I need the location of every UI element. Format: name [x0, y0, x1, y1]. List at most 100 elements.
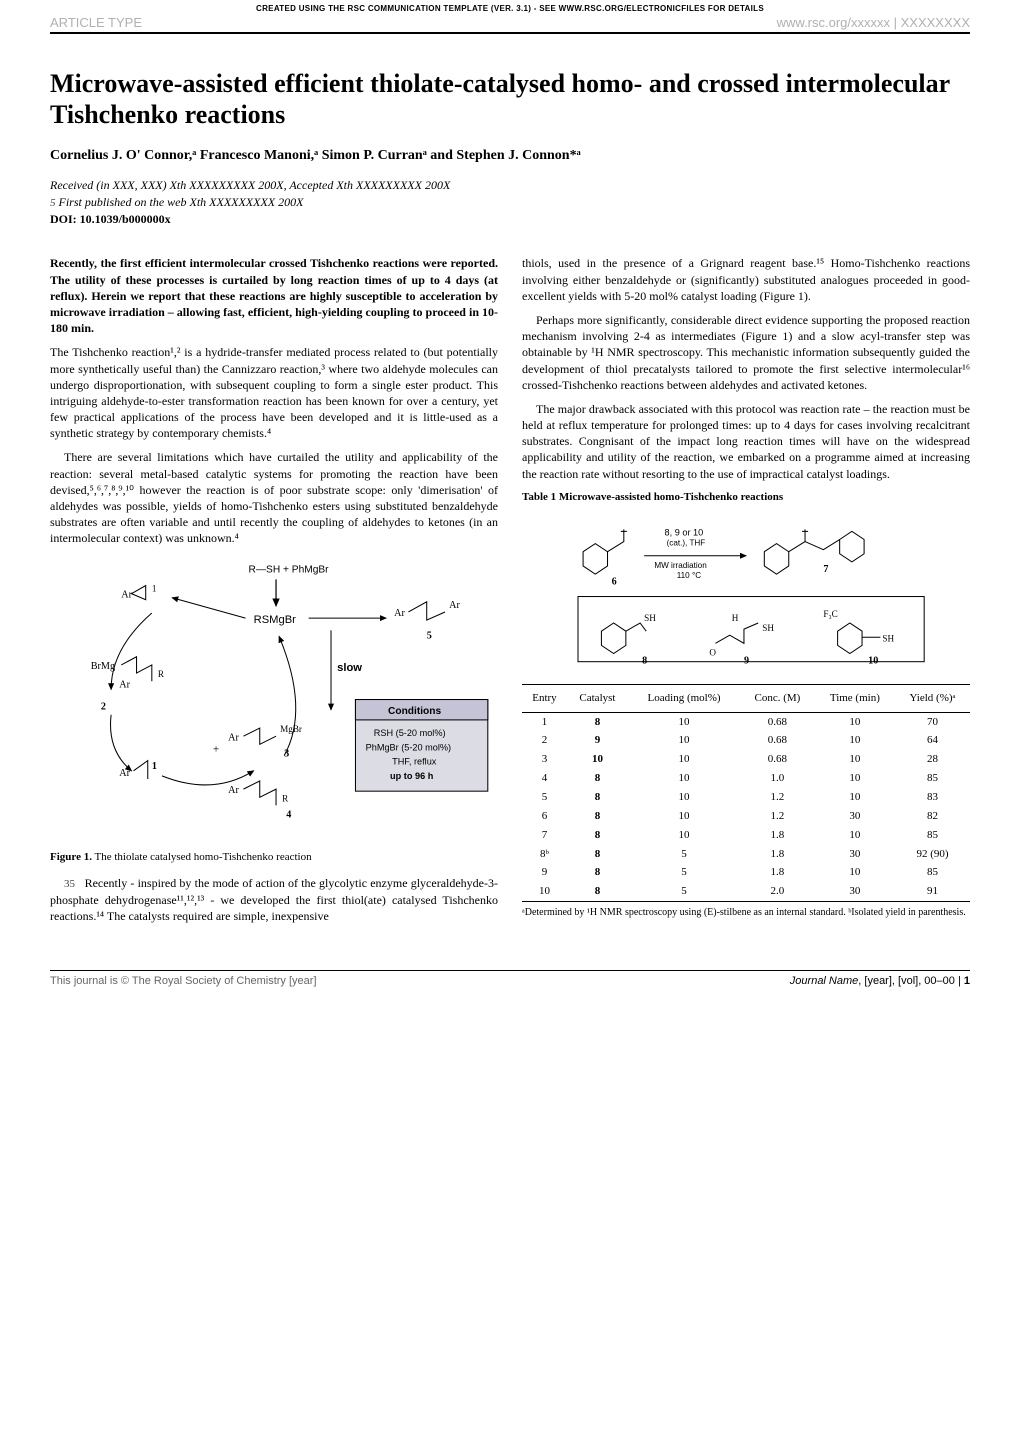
table-1-col-loading: Loading (mol%): [628, 684, 740, 712]
scheme-label-9: 9: [744, 655, 749, 666]
table-cell: 0.68: [740, 712, 815, 731]
fig1-label-4: 4: [286, 809, 291, 820]
scheme-cat: 8, 9 or 10: [665, 527, 704, 537]
scheme-mw2: 110 °C: [677, 571, 701, 580]
table-cell: 82: [895, 807, 970, 826]
table-cell: 10: [815, 712, 895, 731]
fig1-label-1a: 1: [152, 583, 157, 593]
table-cell: 1: [522, 712, 567, 731]
fig1-ar-5b: Ar: [449, 599, 460, 610]
table-cell: 8: [567, 712, 628, 731]
table-row: 310100.681028: [522, 750, 970, 769]
fig1-ar-1: Ar: [121, 589, 132, 600]
table-1-col-entry: Entry: [522, 684, 567, 712]
table-cell: 70: [895, 712, 970, 731]
table-cell: 92 (90): [895, 845, 970, 864]
fig1-ar-4: Ar: [228, 785, 239, 796]
footer-page: 1: [964, 975, 970, 987]
title-block: Microwave-assisted efficient thiolate-ca…: [0, 38, 1020, 235]
table-1-title: Table 1 Microwave-assisted homo-Tishchen…: [522, 490, 970, 505]
footer-rule: [50, 970, 970, 971]
scheme-f3c: F₃C: [823, 609, 837, 619]
table-cell: 64: [895, 731, 970, 750]
table-cell: 10: [628, 750, 740, 769]
table-cell: 2: [522, 731, 567, 750]
table-cell: 10: [628, 807, 740, 826]
fig1-ar-2: Ar: [119, 679, 130, 690]
header-strip: CREATED USING THE RSC COMMUNICATION TEMP…: [0, 0, 1020, 15]
paragraph-1: The Tishchenko reaction¹,² is a hydride-…: [50, 344, 498, 441]
table-cell: 5: [628, 882, 740, 901]
table-cell: 0.68: [740, 731, 815, 750]
table-cell: 10: [628, 788, 740, 807]
table-row: 10852.03091: [522, 882, 970, 901]
fig1-ar-1b: Ar: [119, 767, 130, 778]
table-cell: 85: [895, 826, 970, 845]
table-1-col-yield: Yield (%)ᵃ: [895, 684, 970, 712]
table-cell: 6: [522, 807, 567, 826]
table-cell: 10: [815, 731, 895, 750]
table-cell: 8: [567, 826, 628, 845]
first-pub-text: First published on the web Xth XXXXXXXXX…: [59, 195, 304, 209]
figure-1: R—SH + PhMgBr RSMgBr Ar 1 Ar Ar 5: [50, 557, 498, 865]
table-cell: 10: [815, 863, 895, 882]
table-cell: 8: [567, 807, 628, 826]
paragraph-5: Perhaps more significantly, considerable…: [522, 312, 970, 393]
table-1-scheme: 6 8, 9 or 10 (cat.), THF MW irradiation …: [522, 511, 970, 678]
table-cell: 8: [567, 882, 628, 901]
table-cell: 10: [628, 769, 740, 788]
table-1-col-time: Time (min): [815, 684, 895, 712]
top-row: ARTICLE TYPE www.rsc.org/xxxxxx | XXXXXX…: [0, 15, 1020, 30]
scheme-h-9: H: [732, 613, 739, 623]
fig1-ar-3: Ar: [228, 732, 239, 743]
table-cell: 10: [628, 731, 740, 750]
table-cell: 30: [815, 807, 895, 826]
table-cell: 1.2: [740, 788, 815, 807]
scheme-cat2: (cat.), THF: [667, 538, 706, 547]
figure-1-caption-bold: Figure 1.: [50, 851, 92, 863]
table-cell: 10: [815, 750, 895, 769]
fig1-mgbr: MgBr: [280, 724, 302, 734]
paragraph-4: thiols, used in the presence of a Grigna…: [522, 255, 970, 304]
scheme-o-9: O: [709, 647, 716, 657]
table-row: 48101.01085: [522, 769, 970, 788]
footer-copyright: This journal is © The Royal Society of C…: [50, 975, 317, 987]
table-row: 9851.81085: [522, 863, 970, 882]
footer-rest: , [year], [vol], 00–00 |: [858, 975, 964, 987]
table-1: Entry Catalyst Loading (mol%) Conc. (M) …: [522, 684, 970, 902]
table-1-footnote: ᵃDetermined by ¹H NMR spectroscopy using…: [522, 906, 970, 920]
figure-1-caption: Figure 1. The thiolate catalysed homo-Ti…: [50, 850, 498, 865]
fig1-plus: +: [213, 743, 219, 755]
line-number: 5: [50, 197, 56, 209]
table-cell: 1.0: [740, 769, 815, 788]
article-type: ARTICLE TYPE: [50, 15, 142, 30]
figure-1-caption-text: The thiolate catalysed homo-Tishchenko r…: [92, 851, 312, 863]
table-cell: 85: [895, 863, 970, 882]
fig1-r-4: R: [282, 793, 289, 803]
fig1-slow: slow: [337, 662, 362, 674]
table-cell: 3: [522, 750, 567, 769]
two-column-body: Recently, the first efficient intermolec…: [0, 235, 1020, 945]
fig1-cond-title: Conditions: [388, 705, 441, 716]
table-cell: 1.8: [740, 826, 815, 845]
scheme-sh-10: SH: [882, 633, 894, 643]
fig1-label-2: 2: [101, 701, 106, 712]
scheme-label-10: 10: [868, 655, 878, 666]
fig1-cond-l1: RSH (5-20 mol%): [374, 728, 446, 738]
fig1-rsmgbr: RSMgBr: [254, 614, 297, 626]
table-cell: 1.8: [740, 845, 815, 864]
table-cell: 10: [567, 750, 628, 769]
table-cell: 9: [567, 731, 628, 750]
footer: This journal is © The Royal Society of C…: [0, 975, 1020, 1017]
table-cell: 10: [815, 788, 895, 807]
table-row: 68101.23082: [522, 807, 970, 826]
line-number: 35: [64, 878, 75, 890]
paper-title: Microwave-assisted efficient thiolate-ca…: [50, 68, 970, 130]
table-cell: 1.2: [740, 807, 815, 826]
table-cell: 85: [895, 769, 970, 788]
table-cell: 8: [567, 769, 628, 788]
table-cell: 83: [895, 788, 970, 807]
table-cell: 8: [567, 788, 628, 807]
table-cell: 2.0: [740, 882, 815, 901]
table-cell: 8: [567, 845, 628, 864]
